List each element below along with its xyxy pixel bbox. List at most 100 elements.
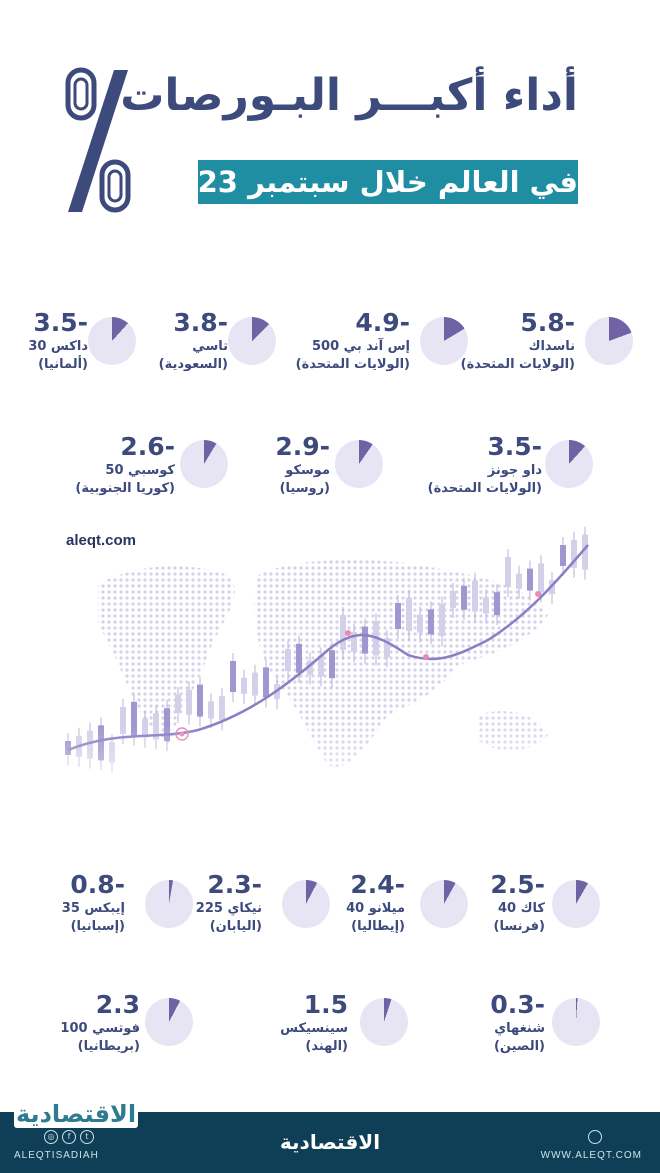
exchange-country: (بريطانيا) <box>77 1039 140 1054</box>
change-value: 2.3- <box>207 870 262 899</box>
exchange-name: ناسداك <box>528 339 575 354</box>
exchange-name: داو جونز <box>487 463 542 478</box>
candle-body <box>230 661 236 692</box>
candle-body <box>197 684 203 717</box>
exchange-name: ميلانو 40 <box>346 901 405 916</box>
pie-chart-icon <box>228 317 276 365</box>
candle-body <box>208 701 214 719</box>
footer-logo: الاقتصادية <box>279 1130 381 1154</box>
change-value: 0.3- <box>490 990 545 1019</box>
change-value: 2.9- <box>275 432 330 461</box>
candle-body <box>527 568 533 591</box>
twitter-icon[interactable]: t <box>80 1130 94 1144</box>
exchange-name: تاسي <box>192 339 228 354</box>
change-value: 2.5- <box>490 870 545 899</box>
change-value: 3.5- <box>33 308 88 337</box>
exchange-name: إيبكس 35 <box>61 901 125 916</box>
exchange-name: كاك 40 <box>498 901 545 916</box>
candle-body <box>571 539 577 568</box>
exchange-country: (إيطاليا) <box>351 919 405 934</box>
candle-body <box>428 609 434 635</box>
candle-body <box>505 557 511 587</box>
change-value: 4.9- <box>355 308 410 337</box>
pie-chart-icon <box>545 440 593 488</box>
candle-body <box>186 689 192 715</box>
instagram-icon[interactable]: ◎ <box>44 1130 58 1144</box>
candle-body <box>560 545 566 566</box>
change-value: 3.8- <box>173 308 228 337</box>
website-url: WWW.ALEQT.COM <box>540 1150 642 1161</box>
candle-body <box>516 573 522 589</box>
exchange-country: (الهند) <box>305 1039 348 1054</box>
candle-body <box>252 672 258 696</box>
exchange-name: موسكو <box>285 463 330 478</box>
globe-icon <box>588 1130 602 1144</box>
exchange-country: (الولايات المتحدة) <box>295 357 410 372</box>
site-label: aleqt.com <box>66 532 137 549</box>
candle-body <box>120 707 126 734</box>
candle-body <box>263 667 269 698</box>
change-value: 2.3 <box>95 990 140 1019</box>
candle-body <box>450 591 456 608</box>
candle-body <box>439 604 445 637</box>
candle-body <box>296 643 302 673</box>
pie-chart-icon <box>420 317 468 365</box>
exchange-name: سينسيكس <box>280 1021 348 1036</box>
social-handle: ALEQTISADIAH <box>14 1150 99 1161</box>
exchange-name: كوسبي 50 <box>105 463 175 478</box>
pie-chart-icon <box>420 880 468 928</box>
exchange-name: داكس 30 <box>28 339 88 354</box>
brand-logo: الاقتصادية <box>14 1100 139 1128</box>
social-icons: ◎ f t <box>44 1130 94 1144</box>
pie-chart-icon <box>552 880 600 928</box>
candle-body <box>483 597 489 614</box>
world-map-chart-illustration <box>58 526 598 840</box>
candle-body <box>351 631 357 652</box>
candle-body <box>395 603 401 629</box>
candle-body <box>307 660 313 675</box>
pie-chart-icon <box>552 998 600 1046</box>
candle-body <box>164 708 170 742</box>
change-value: 3.5- <box>487 432 542 461</box>
pie-chart-icon <box>282 880 330 928</box>
exchange-country: (إسبانيا) <box>70 919 125 934</box>
pie-chart-icon <box>145 998 193 1046</box>
candle-body <box>175 695 181 713</box>
pie-chart-icon <box>145 880 193 928</box>
change-value: 2.6- <box>120 432 175 461</box>
exchange-country: (الولايات المتحدة) <box>460 357 575 372</box>
candle-body <box>131 701 137 736</box>
exchange-country: (اليابان) <box>209 919 262 934</box>
exchange-country: (فرنسا) <box>493 919 545 934</box>
pie-chart-icon <box>335 440 383 488</box>
candle-body <box>494 592 500 616</box>
change-value: 1.5 <box>303 990 348 1019</box>
exchange-name: شنغهاي <box>494 1021 545 1036</box>
pie-chart-icon <box>180 440 228 488</box>
exchange-country: (الولايات المتحدة) <box>427 481 542 496</box>
exchange-country: (روسيا) <box>279 481 330 496</box>
exchange-country: (ألمانيا) <box>38 357 88 372</box>
exchange-country: (كوريا الجنوبية) <box>75 481 175 496</box>
candle-body <box>329 650 335 679</box>
candle-body <box>340 615 346 650</box>
exchange-name: إس آند بي 500 <box>312 339 410 354</box>
candle-body <box>219 696 225 721</box>
exchange-country: (الصين) <box>493 1039 545 1054</box>
candle-body <box>362 626 368 654</box>
candle-body <box>406 597 412 631</box>
exchange-name: نيكاي 225 <box>195 901 262 916</box>
pie-chart-icon <box>360 998 408 1046</box>
candle-body <box>472 580 478 612</box>
facebook-icon[interactable]: f <box>62 1130 76 1144</box>
change-value: 2.4- <box>350 870 405 899</box>
candle-body <box>384 638 390 658</box>
candle-body <box>461 585 467 610</box>
candle-body <box>241 677 247 694</box>
page-title: أداء أكبـــر البـورصات <box>120 70 578 121</box>
pie-chart-icon <box>88 317 136 365</box>
percent-icon <box>65 67 131 213</box>
candle-body <box>318 655 324 677</box>
candle-body <box>582 534 588 570</box>
candle-body <box>417 614 423 633</box>
